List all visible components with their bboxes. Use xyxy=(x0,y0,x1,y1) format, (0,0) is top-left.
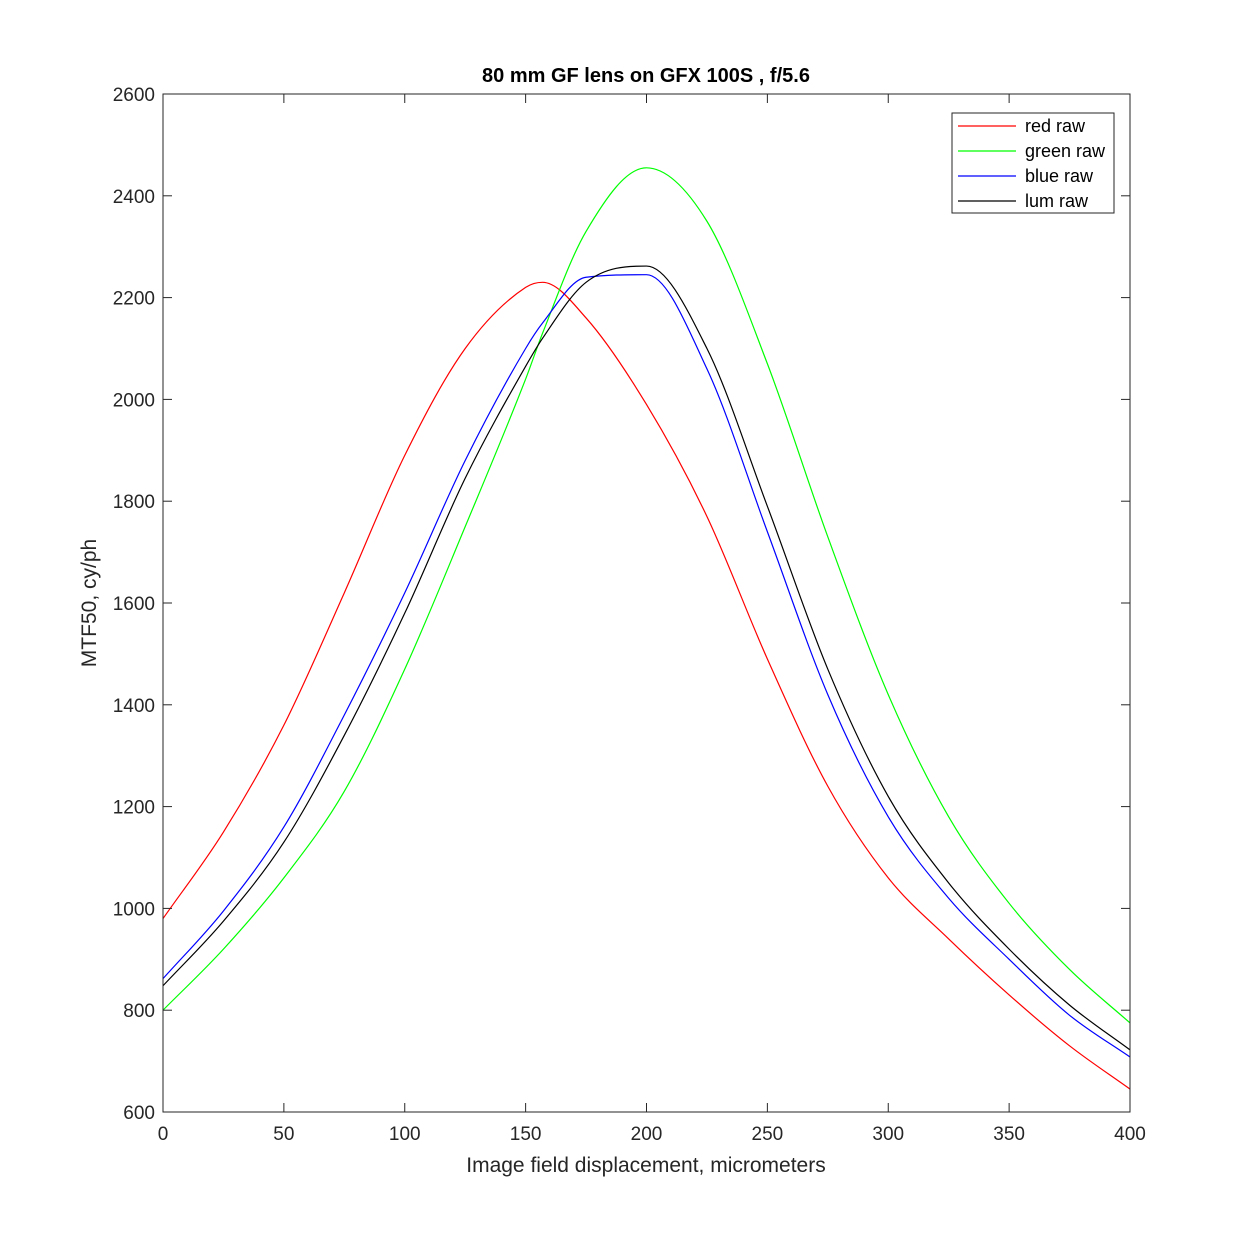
legend-label: red raw xyxy=(1025,116,1086,136)
x-tick-label: 300 xyxy=(872,1124,904,1145)
x-tick-label: 400 xyxy=(1114,1124,1146,1145)
tick-layer: 0 50 100 150 200 250 300 350 400 600 800 1000 1200 14… xyxy=(113,85,1146,1145)
series-line-blue-raw xyxy=(162,274,1131,1058)
y-tick-label: 1600 xyxy=(113,594,155,615)
legend-box xyxy=(951,112,1115,214)
legend-label: lum raw xyxy=(1025,191,1089,211)
legend-label: blue raw xyxy=(1025,166,1094,186)
legend: red raw green raw blue raw lum raw xyxy=(951,112,1115,214)
y-tick-label: 1200 xyxy=(113,798,155,819)
x-axis-label: Image field displacement, micrometers xyxy=(466,1154,825,1177)
chart-title: 80 mm GF lens on GFX 100S , f/5.6 xyxy=(482,65,810,87)
legend-label: green raw xyxy=(1025,141,1106,161)
x-tick-label: 200 xyxy=(631,1124,663,1145)
x-tick-label: 350 xyxy=(993,1124,1025,1145)
plot-area xyxy=(163,94,1130,1112)
y-tick-label: 600 xyxy=(123,1103,155,1124)
y-tick-label: 800 xyxy=(123,1001,155,1022)
x-tick-label: 250 xyxy=(752,1124,784,1145)
y-tick-label: 2600 xyxy=(113,85,155,106)
y-axis-label: MTF50, cy/ph xyxy=(78,539,101,667)
x-tick-label: 0 xyxy=(158,1124,169,1145)
series-line-red-raw xyxy=(162,281,1131,1090)
y-tick-label: 2400 xyxy=(113,187,155,208)
series-line-lum-raw xyxy=(162,265,1131,1051)
x-tick-label: 50 xyxy=(273,1124,294,1145)
series-line-green-raw xyxy=(162,167,1131,1024)
y-tick-label: 2000 xyxy=(113,390,155,411)
y-tick-label: 1800 xyxy=(113,492,155,513)
y-tick-label: 2200 xyxy=(113,289,155,310)
x-tick-label: 150 xyxy=(510,1124,542,1145)
x-tick-label: 100 xyxy=(389,1124,421,1145)
y-tick-label: 1000 xyxy=(113,899,155,920)
y-tick-label: 1400 xyxy=(113,696,155,717)
series-layer xyxy=(162,167,1131,1090)
